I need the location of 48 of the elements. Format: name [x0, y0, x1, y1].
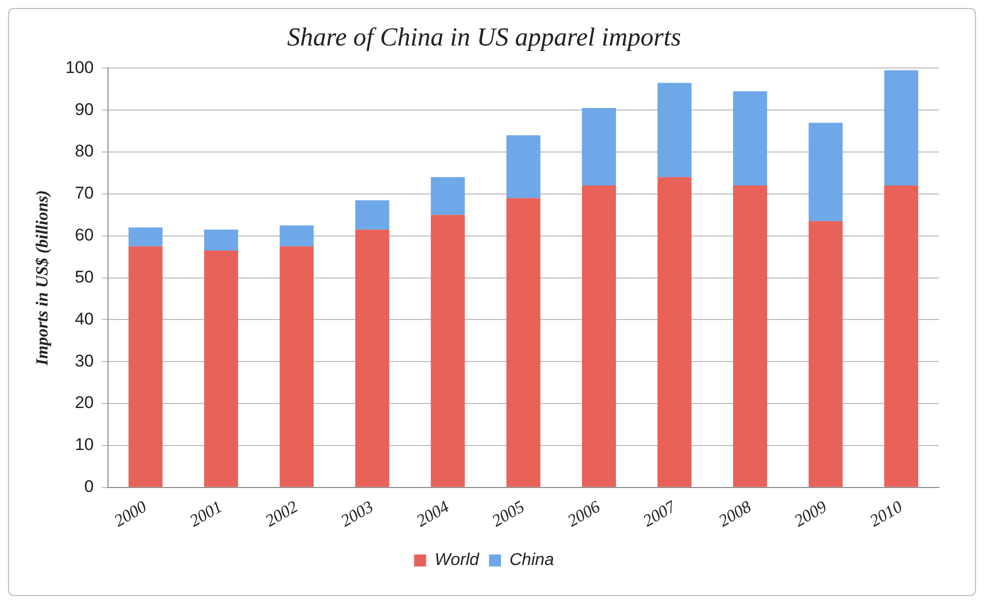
x-tick-label: 2010: [866, 496, 906, 530]
bar: [355, 200, 390, 230]
y-tick-label: 70: [74, 184, 94, 203]
bar: [280, 225, 314, 246]
bar: [733, 91, 768, 186]
bar: [204, 230, 238, 251]
bar: [430, 177, 465, 215]
y-tick-label: 90: [74, 100, 94, 119]
bar: [280, 246, 314, 487]
x-tick-label: 2004: [413, 496, 452, 530]
y-tick-label: 80: [74, 142, 94, 161]
chart-title: Share of China in US apparel imports: [287, 22, 681, 52]
x-tick-label: 2007: [640, 496, 680, 530]
bar: [355, 230, 390, 487]
y-tick-label: 100: [65, 58, 94, 77]
y-tick-label: 10: [74, 435, 94, 454]
bar: [884, 70, 918, 186]
bar: [658, 82, 692, 178]
x-tick-label: 2000: [110, 496, 150, 530]
bar: [884, 186, 918, 487]
y-tick-label: 50: [74, 267, 94, 286]
bar: [808, 221, 843, 487]
bar: [128, 227, 163, 246]
y-tick-label: 60: [74, 226, 94, 245]
bar: [506, 198, 540, 487]
y-tick-label: 0: [84, 477, 94, 496]
y-tick-label: 30: [74, 351, 94, 370]
x-tick-label: 2008: [715, 496, 755, 530]
y-tick-label: 40: [74, 309, 94, 328]
legend-label: World: [434, 550, 480, 570]
x-tick-label: 2002: [262, 496, 302, 530]
y-axis-title: Imports in US$ (billions): [32, 190, 52, 366]
bar: [430, 214, 465, 487]
bar: [582, 108, 616, 186]
bar: [128, 246, 163, 487]
bar: [204, 250, 238, 487]
bar: [808, 122, 843, 222]
bar: [582, 186, 616, 487]
x-tick-label: 2005: [488, 497, 528, 530]
legend-label: China: [509, 550, 554, 570]
x-tick-label: 2006: [564, 496, 604, 530]
bar: [506, 135, 540, 198]
x-tick-label: 2001: [186, 497, 226, 530]
x-tick-label: 2009: [790, 496, 830, 530]
x-tick-label: 2003: [338, 497, 376, 530]
bar: [733, 186, 768, 487]
bar: [658, 177, 692, 487]
y-tick-label: 20: [74, 393, 94, 412]
